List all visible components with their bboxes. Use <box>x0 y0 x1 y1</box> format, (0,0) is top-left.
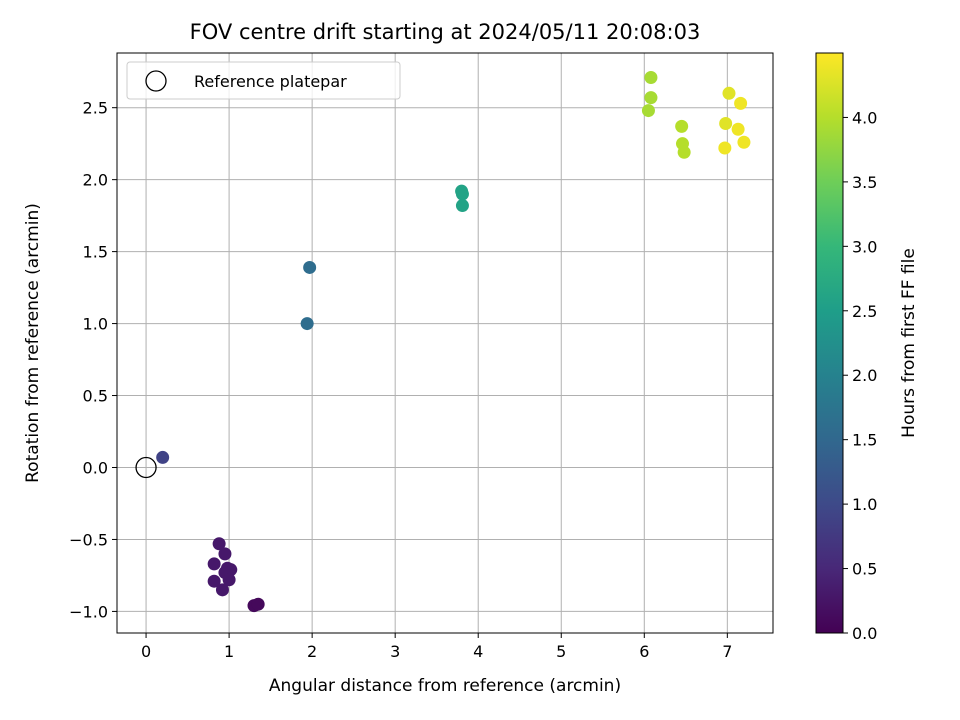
x-tick-label: 6 <box>639 642 649 661</box>
y-tick-label: 2.0 <box>83 171 108 190</box>
data-point <box>734 96 748 110</box>
colorbar-ticks: 0.0 0.5 1.0 1.5 2.0 2.5 3.0 3.5 4.0 <box>843 108 877 643</box>
y-tick-label: 1.5 <box>83 243 108 262</box>
x-tick-label: 4 <box>473 642 483 661</box>
colorbar-tick-label: 0.5 <box>852 560 877 579</box>
colorbar-tick-label: 0.0 <box>852 624 877 643</box>
colorbar-tick-label: 3.5 <box>852 173 877 192</box>
y-tick-label: 1.0 <box>83 315 108 334</box>
data-point <box>722 86 736 100</box>
data-point <box>731 122 745 136</box>
legend-entry: Reference platepar <box>194 72 347 91</box>
y-tick-label: 0.5 <box>83 387 108 406</box>
legend-box <box>126 61 401 100</box>
data-point <box>212 537 226 551</box>
x-axis-ticks: 0 1 2 3 4 5 6 7 <box>141 633 732 661</box>
x-tick-label: 5 <box>556 642 566 661</box>
data-point <box>303 260 317 274</box>
scatter-points <box>156 70 751 613</box>
data-point <box>719 117 733 131</box>
x-tick-label: 3 <box>390 642 400 661</box>
x-tick-label: 0 <box>141 642 151 661</box>
y-tick-label: −1.0 <box>69 602 108 621</box>
data-point <box>455 187 469 201</box>
data-point <box>677 145 691 159</box>
y-axis-ticks: −1.0 −0.5 0.0 0.5 1.0 1.5 2.0 2.5 <box>69 99 117 621</box>
data-point <box>675 119 689 133</box>
legend-reference-marker <box>145 70 167 92</box>
x-tick-label: 2 <box>307 642 317 661</box>
data-point <box>455 199 469 213</box>
reference-platepar-point <box>135 456 157 479</box>
colorbar: 0.0 0.5 1.0 1.5 2.0 2.5 3.0 3.5 4.0 Hours from f… <box>815 52 919 643</box>
colorbar-tick-label: 4.0 <box>852 108 877 127</box>
data-point <box>644 91 658 105</box>
data-point <box>251 597 265 611</box>
data-point <box>218 547 232 561</box>
colorbar-tick-label: 2.0 <box>852 366 877 385</box>
data-point <box>156 450 170 464</box>
plot-frame <box>116 52 774 634</box>
legend: Reference platepar <box>126 61 401 100</box>
data-point <box>641 104 655 118</box>
colorbar-label: Hours from first FF file <box>899 248 919 438</box>
data-point <box>737 135 751 149</box>
x-tick-label: 1 <box>224 642 234 661</box>
data-point <box>215 583 229 597</box>
data-point <box>644 70 658 84</box>
x-axis-label: Angular distance from reference (arcmin) <box>269 676 621 696</box>
y-axis-label: Rotation from reference (arcmin) <box>23 203 43 483</box>
y-tick-label: −0.5 <box>69 530 108 549</box>
data-point <box>222 573 236 587</box>
reference-marker <box>135 456 157 479</box>
y-tick-label: 0.0 <box>83 458 108 477</box>
grid-lines <box>117 53 773 633</box>
data-point <box>718 141 732 155</box>
colorbar-gradient <box>815 52 844 634</box>
chart-title: FOV centre drift starting at 2024/05/11 … <box>190 20 701 44</box>
colorbar-tick-label: 1.0 <box>852 495 877 514</box>
y-tick-label: 2.5 <box>83 99 108 118</box>
data-point <box>300 317 314 331</box>
data-point <box>207 574 221 588</box>
colorbar-tick-label: 2.5 <box>852 302 877 321</box>
data-point <box>207 557 221 571</box>
colorbar-tick-label: 1.5 <box>852 431 877 450</box>
colorbar-tick-label: 3.0 <box>852 237 877 256</box>
x-tick-label: 7 <box>722 642 732 661</box>
